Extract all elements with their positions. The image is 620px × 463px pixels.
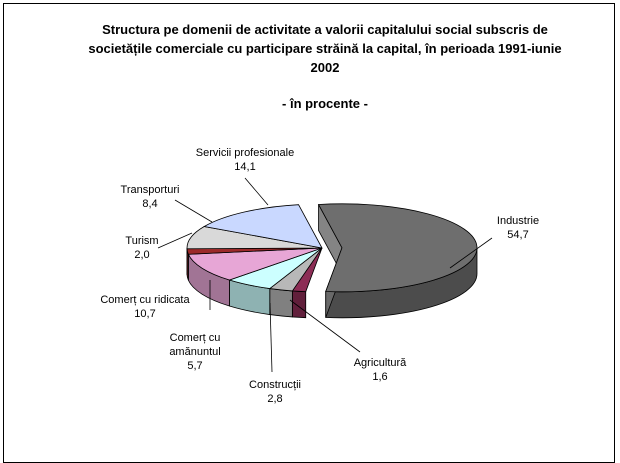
page: Structura pe domenii de activitate a val…: [0, 0, 620, 427]
category-label: Comerț cu ridicata: [80, 293, 210, 307]
category-label: Construcții: [235, 378, 315, 392]
value-label: 8,4: [110, 197, 190, 211]
value-label: 5,7: [160, 359, 230, 373]
value-label: 2,8: [235, 392, 315, 406]
category-label: Comerț cu amănuntul: [160, 331, 230, 359]
category-label: Industrie: [478, 214, 558, 228]
value-label: 10,7: [80, 307, 210, 321]
slice-side-shade: [292, 291, 305, 318]
value-label: 2,0: [112, 248, 172, 262]
pie: [187, 204, 477, 318]
category-label: Servicii profesionale: [180, 146, 310, 160]
value-label: 14,1: [180, 160, 310, 174]
value-label: 54,7: [478, 228, 558, 242]
slice-side-shade: [270, 289, 293, 317]
category-label: Turism: [112, 234, 172, 248]
category-label: Transporturi: [110, 183, 190, 197]
value-label: 1,6: [340, 370, 420, 384]
leader-line: [245, 178, 268, 205]
category-label: Agricultură: [340, 356, 420, 370]
